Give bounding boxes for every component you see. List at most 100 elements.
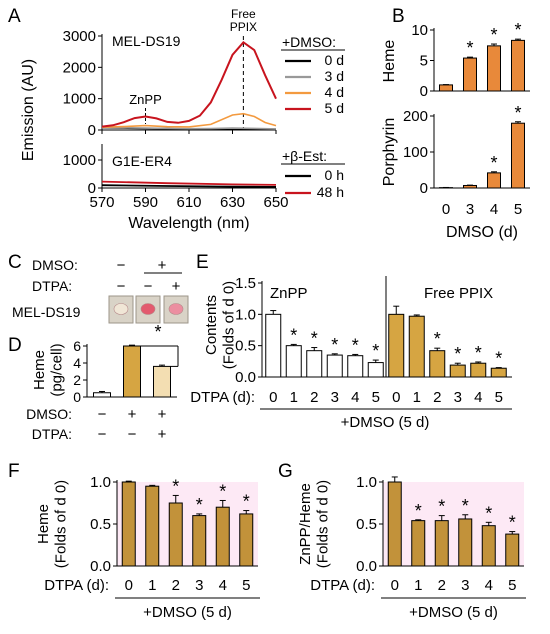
b-porphyrin-y-tick-label: 100 <box>403 144 428 161</box>
c-dtpa-sign: − <box>117 278 126 295</box>
d-y-axis-label: Heme(pg/cell) <box>31 343 65 396</box>
e-bar <box>285 345 302 378</box>
g-x-tick-label: 2 <box>438 577 446 594</box>
e-bar <box>367 362 384 378</box>
b-porphyrin-bar <box>511 122 525 189</box>
g-x-prefix-label: DTPA (d): <box>310 577 375 594</box>
e-bar <box>347 355 364 378</box>
e-x-tick-label: 2 <box>433 389 441 406</box>
f-x-prefix-label: DTPA (d): <box>44 577 109 594</box>
a-x-tick-label: 610 <box>176 194 201 211</box>
c-dmso-minus: − <box>117 257 126 274</box>
d-heme-y-tick-label: 6 <box>73 338 81 354</box>
e-y-tick-label: 0.0 <box>235 369 256 386</box>
panel-f-bar-chart: 0.0 0.5 1.0 * * * * Heme(Folds of d 0) 0 1 2 3 4 5 DTP… <box>35 474 260 621</box>
c-dtpa-sign: + <box>172 278 181 295</box>
a-bottom-series-line <box>101 184 277 188</box>
f-x-tick-label: 1 <box>148 577 156 594</box>
b-heme-bar <box>463 57 477 92</box>
f-y-tick-label: 0.0 <box>90 558 111 575</box>
e-significance: * <box>434 329 441 349</box>
a-top-y-tick-label: 1000 <box>63 91 96 108</box>
b-heme-bar <box>511 39 525 92</box>
a-top-series-line <box>101 40 277 128</box>
a-top-y-tick-label: 2000 <box>63 59 96 76</box>
e-x-tick-label: 2 <box>310 389 318 406</box>
g-significance: * <box>485 503 492 523</box>
c-cell-pellet <box>168 303 184 315</box>
panel-label-d: D <box>8 335 22 356</box>
e-x-tick-label: 5 <box>495 389 503 406</box>
c-cell-pellet <box>140 303 156 315</box>
b-x-tick-label: 3 <box>466 201 474 218</box>
panel-label-f: F <box>8 461 20 482</box>
a-top-cell-line: MEL-DS19 <box>112 33 181 49</box>
e-bar <box>388 313 405 378</box>
d-dmso-sign: − <box>98 406 107 423</box>
e-x-prefix-label: DTPA (d): <box>190 389 255 406</box>
panel-label-b: B <box>392 6 405 27</box>
panel-label-a: A <box>8 6 21 27</box>
b-heme-y-tick-label: 0 <box>420 83 428 100</box>
b-x-tick-label: 0 <box>442 201 450 218</box>
f-bar <box>121 481 136 567</box>
e-bar <box>449 364 466 378</box>
a-top-legend-label: 0 d <box>325 52 344 68</box>
d-significance: * <box>154 322 161 342</box>
a-top-legend-label: 3 d <box>325 68 344 84</box>
g-significance: * <box>462 496 469 516</box>
a-top-series-line <box>101 112 277 128</box>
e-y-tick-label: 1.5 <box>235 275 256 292</box>
e-group-label: Free PPIX <box>424 285 493 302</box>
panel-label-e: E <box>196 252 209 273</box>
e-bar <box>490 367 507 378</box>
f-significance: * <box>219 481 226 501</box>
f-x-tick-label: 5 <box>242 577 250 594</box>
d-dtpa-sign: − <box>128 426 137 443</box>
e-x-tick-label: 1 <box>413 389 421 406</box>
e-x-tick-label: 3 <box>331 389 339 406</box>
b-porphyrin-significance: * <box>514 103 521 123</box>
f-bar <box>192 515 207 567</box>
e-x-tick-label: 3 <box>454 389 462 406</box>
b-heme-significance: * <box>514 20 521 40</box>
e-significance: * <box>372 341 379 361</box>
a-top-legend-title: +DMSO: <box>282 34 336 50</box>
e-group-label: ZnPP <box>270 285 308 302</box>
c-dmso-plus: + <box>158 257 167 274</box>
e-bar <box>265 313 282 378</box>
e-x-axis-label: +DMSO (5 d) <box>341 414 430 431</box>
a-top-y-tick-label: 0 <box>88 122 96 139</box>
e-significance: * <box>475 343 482 363</box>
e-x-tick-label: 5 <box>372 389 380 406</box>
e-significance: * <box>311 329 318 349</box>
a-top-series-line <box>101 126 277 130</box>
d-dtpa-label: DTPA: <box>32 426 72 442</box>
e-significance: * <box>290 325 297 345</box>
b-heme-significance: * <box>466 38 473 58</box>
f-x-tick-label: 0 <box>125 577 133 594</box>
b-heme-bar <box>487 45 501 92</box>
f-significance: * <box>196 495 203 515</box>
panel-label-g: G <box>278 461 293 482</box>
d-dtpa-sign: + <box>158 426 167 443</box>
e-bar <box>470 362 487 378</box>
e-significance: * <box>352 335 359 355</box>
f-x-axis-label: +DMSO (5 d) <box>143 604 232 621</box>
a-y-axis-label: Emission (AU) <box>20 59 37 161</box>
e-x-tick-label: 0 <box>392 389 400 406</box>
g-x-tick-label: 4 <box>485 577 493 594</box>
a-ppix-annotation: Free PPIX <box>230 7 257 34</box>
c-cell-pellet <box>113 303 129 315</box>
panel-a-emission-spectra: 0 1000 2000 3000 MEL-DS19 ZnPP Free PPIX +DMSO: 0… <box>20 7 345 232</box>
a-bottom-cell-line: G1E-ER4 <box>112 153 172 169</box>
g-x-tick-label: 5 <box>508 577 516 594</box>
g-x-axis-label: +DMSO (5 d) <box>409 604 498 621</box>
d-dmso-label: DMSO: <box>26 406 72 422</box>
c-dmso-label: DMSO: <box>32 257 78 273</box>
c-dtpa-label: DTPA: <box>32 278 72 294</box>
g-significance: * <box>438 497 445 517</box>
g-y-axis-label: ZnPP/Heme(Folds of d 0) <box>297 480 331 568</box>
